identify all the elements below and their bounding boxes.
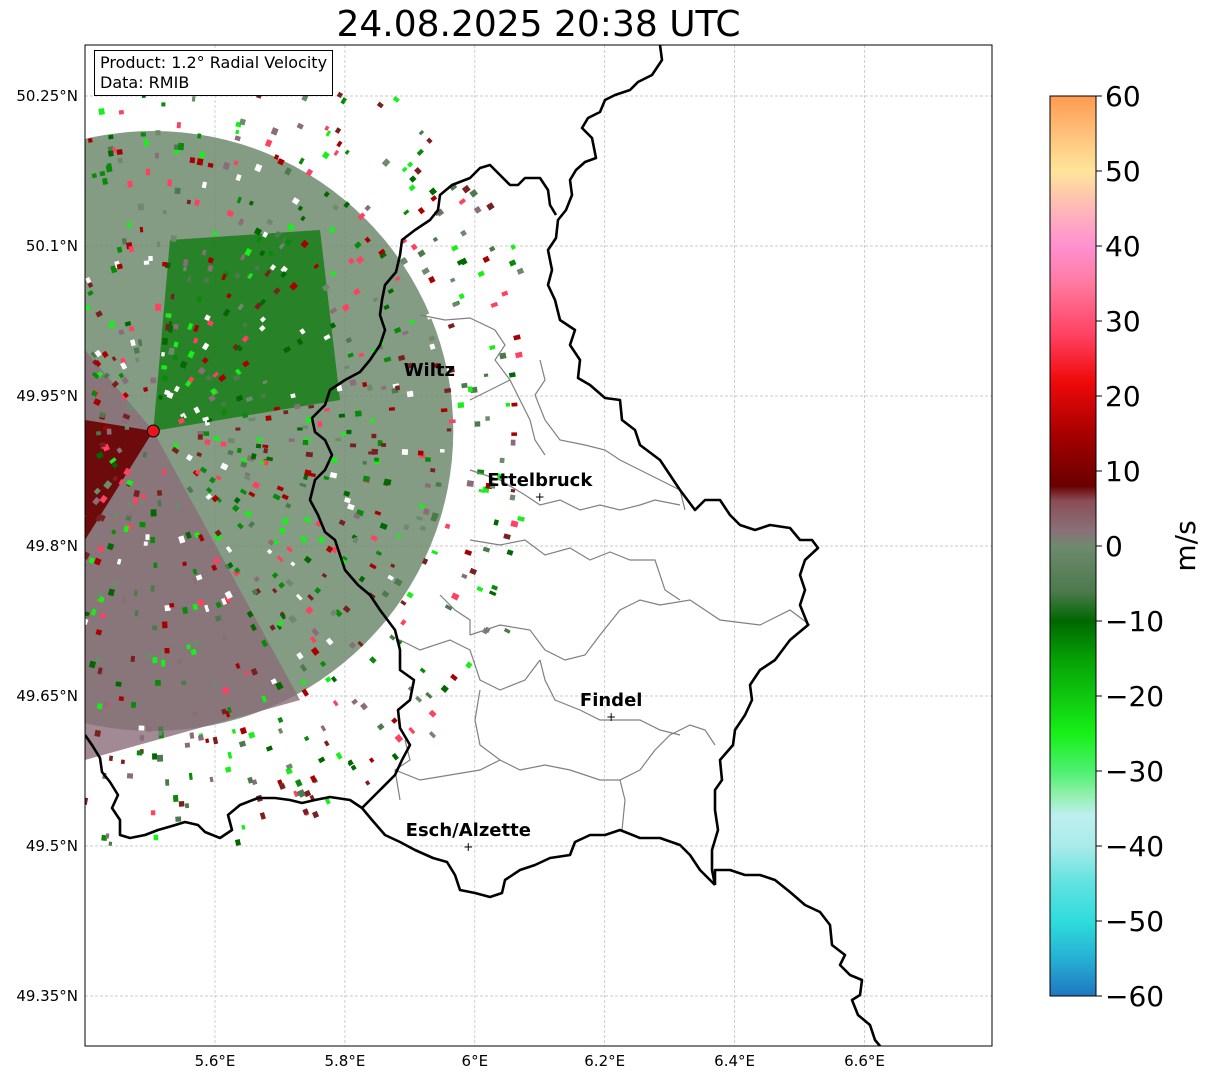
country-borders [85,45,881,1046]
colorbar-tick-label: 0 [1105,530,1123,563]
lat-tick-label: 49.8°N [26,537,78,555]
colorbar-tick-label: 60 [1105,80,1141,113]
city-labels: Wiltz+Ettelbruck+Findel+Esch/Alzette [404,360,643,854]
lon-tick-label: 6.4°E [714,1052,755,1070]
colorbar-tick-label: 40 [1105,230,1141,263]
city-label: Findel [580,690,643,711]
map-title: 24.08.2025 20:38 UTC [336,4,741,45]
city-label: Wiltz [404,360,455,381]
data-source-label: Data: RMIB [100,73,190,92]
colorbar-tick-label: −50 [1105,905,1164,938]
colorbar-tick-label: 10 [1105,455,1141,488]
approaching-core [153,230,340,431]
lon-tick-label: 5.8°E [324,1052,365,1070]
colorbar-tick-label: −60 [1105,980,1164,1013]
lat-tick-label: 50.25°N [16,87,78,105]
radar-velocity-echoes [85,90,525,846]
colorbar-tick-label: −20 [1105,680,1164,713]
colorbar-scale [1049,95,1097,997]
info-box: Product: 1.2° Radial Velocity Data: RMIB [94,50,334,96]
radar-site-marker [146,424,160,438]
lon-tick-label: 5.6°E [195,1052,236,1070]
city-marker: + [535,490,545,504]
map-plot-area: Wiltz+Ettelbruck+Findel+Esch/Alzette [85,45,992,1046]
colorbar-ticks: 60 50 40 30 20 10 0 −10 −20 −30 −40 −50 −60 [1096,80,1164,1013]
lon-tick-label: 6.6°E [844,1052,885,1070]
map-frame [84,44,993,1047]
lat-tick-label: 49.5°N [26,837,78,855]
city-label: Esch/Alzette [406,820,531,841]
colorbar-tick-label: 30 [1105,305,1141,338]
lat-tick-label: 49.65°N [16,687,78,705]
product-label: Product: 1.2° Radial Velocity [100,53,328,72]
colorbar-tick-label: 20 [1105,380,1141,413]
colorbar-unit-label: m/s [1169,520,1202,571]
city-label: Ettelbruck [487,470,593,491]
city-marker: + [606,710,616,724]
city-marker: + [463,840,473,854]
axis-tick-labels: 5.6°E 5.8°E 6°E 6.2°E 6.4°E 6.6°E 50.25°N 50.1°… [16,87,885,1070]
lat-tick-label: 50.1°N [26,237,78,255]
colorbar-tick-label: 50 [1105,155,1141,188]
colorbar-tick-label: −10 [1105,605,1164,638]
colorbar-tick-label: −30 [1105,755,1164,788]
strong-receding-core [85,420,154,540]
colorbar: 60 50 40 30 20 10 0 −10 −20 −30 −40 −50 −60 m/s [1049,80,1202,1013]
lon-tick-label: 6.2°E [584,1052,625,1070]
lat-tick-label: 49.35°N [16,987,78,1005]
lat-tick-label: 49.95°N [16,387,78,405]
colorbar-tick-label: −40 [1105,830,1164,863]
lon-tick-label: 6°E [462,1052,489,1070]
